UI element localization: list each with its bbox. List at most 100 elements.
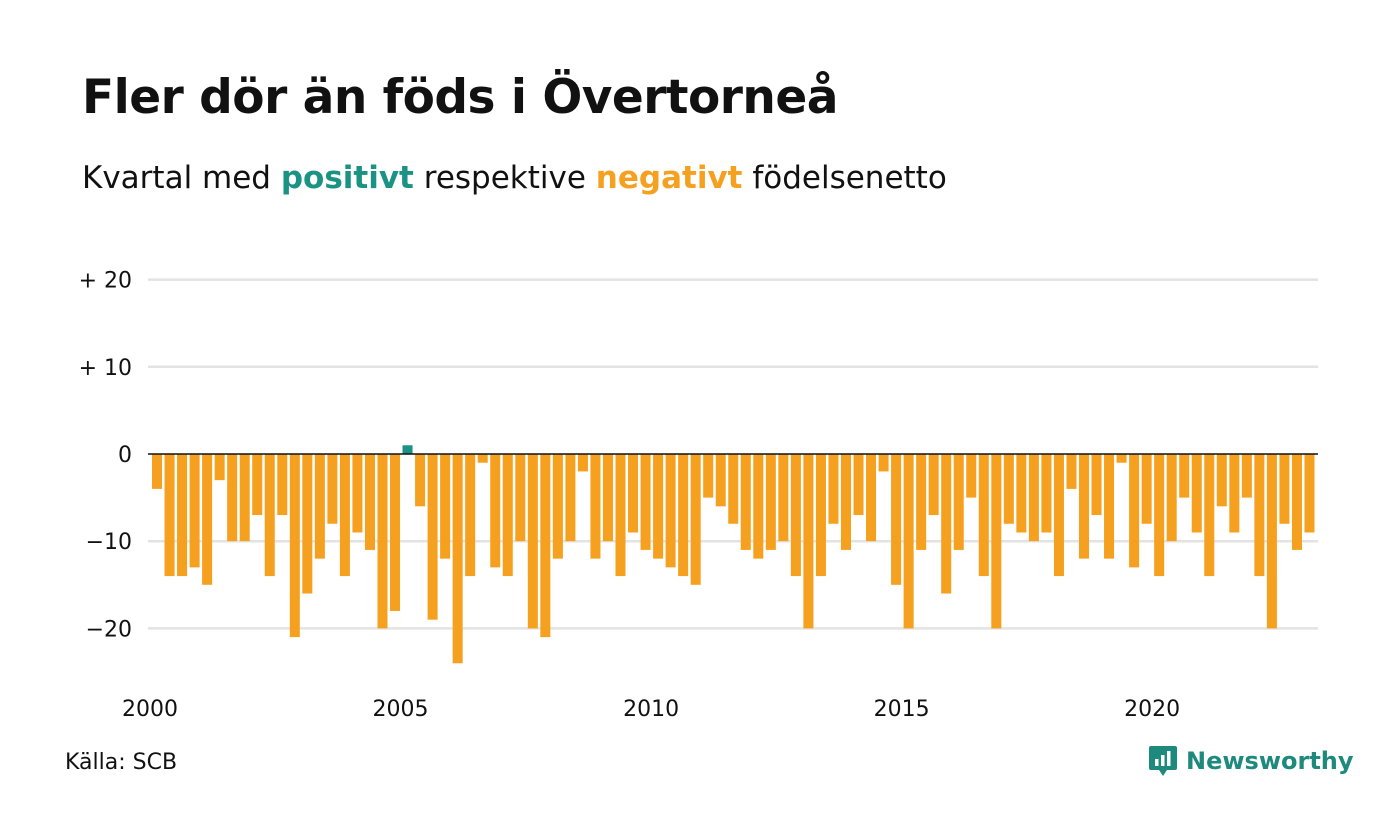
- bar: [715, 454, 726, 507]
- bar: [941, 454, 952, 594]
- bar: [364, 454, 375, 550]
- bar: [402, 445, 413, 454]
- bar: [653, 454, 664, 559]
- bar: [590, 454, 601, 559]
- bar: [1078, 454, 1090, 559]
- bar: [803, 454, 814, 629]
- bar: [991, 454, 1002, 629]
- bar: [778, 454, 789, 542]
- bar: [665, 454, 676, 568]
- bar: [1003, 454, 1014, 524]
- bar: [1116, 454, 1127, 463]
- bar: [452, 454, 463, 664]
- bar: [1191, 454, 1202, 533]
- bar: [527, 454, 538, 629]
- bar: [227, 454, 238, 542]
- y-tick-label: −20: [86, 617, 132, 642]
- chart-subtitle: Kvartal med positivt respektive negativt…: [82, 160, 947, 196]
- bar: [415, 454, 426, 507]
- chart-title: Fler dör än föds i Övertorneå: [82, 70, 838, 125]
- bar: [1254, 454, 1265, 577]
- bar: [828, 454, 839, 524]
- bar: [753, 454, 764, 559]
- bar: [1216, 454, 1227, 507]
- bar: [1041, 454, 1052, 533]
- x-tick-label: 2005: [373, 697, 429, 722]
- bar: [390, 454, 401, 611]
- bar: [1091, 454, 1102, 516]
- bar: [1279, 454, 1290, 524]
- subtitle-suffix: födelsenetto: [752, 160, 947, 196]
- bar: [978, 454, 989, 577]
- bar: [239, 454, 250, 542]
- bar: [602, 454, 613, 542]
- bar: [277, 454, 288, 516]
- bar: [152, 454, 163, 489]
- bar: [490, 454, 501, 568]
- bar: [615, 454, 626, 577]
- bar: [515, 454, 526, 542]
- x-tick-label: 2020: [1124, 697, 1180, 722]
- bar: [552, 454, 563, 559]
- bar: [540, 454, 551, 638]
- bar: [1241, 454, 1252, 498]
- bar: [1266, 454, 1277, 629]
- bar: [1179, 454, 1190, 498]
- bar: [502, 454, 513, 577]
- subtitle-prefix: Kvartal med: [82, 160, 271, 196]
- subtitle-middle: respektive: [423, 160, 586, 196]
- bar: [565, 454, 576, 542]
- bar: [853, 454, 864, 516]
- bar: [339, 454, 350, 577]
- bar: [1104, 454, 1115, 559]
- bar: [891, 454, 902, 585]
- bar: [164, 454, 175, 577]
- bar: [327, 454, 338, 524]
- bar: [1229, 454, 1240, 533]
- bar: [628, 454, 639, 533]
- bar: [678, 454, 689, 577]
- bar: [1166, 454, 1177, 542]
- bar: [966, 454, 977, 498]
- bar: [427, 454, 438, 620]
- bar: [202, 454, 213, 585]
- bar: [690, 454, 701, 585]
- brand-logo: Newsworthy: [1148, 744, 1354, 778]
- bar: [903, 454, 914, 629]
- bar: [840, 454, 851, 550]
- bar: [1304, 454, 1315, 533]
- bar: [465, 454, 476, 577]
- bar: [1141, 454, 1152, 524]
- bar: [314, 454, 325, 559]
- bar: [289, 454, 300, 638]
- bar: [928, 454, 939, 516]
- bar: [377, 454, 388, 629]
- y-tick-label: 0: [118, 443, 132, 468]
- bar: [1154, 454, 1165, 577]
- y-tick-label: + 10: [79, 356, 132, 381]
- bar: [264, 454, 275, 577]
- bar: [1204, 454, 1215, 577]
- bar: [302, 454, 313, 594]
- bar: [740, 454, 751, 550]
- bar: [640, 454, 651, 550]
- bar: [1028, 454, 1039, 542]
- bar: [1053, 454, 1064, 577]
- x-tick-label: 2015: [874, 697, 930, 722]
- bar: [866, 454, 877, 542]
- x-tick-label: 2000: [122, 697, 178, 722]
- bar: [815, 454, 826, 577]
- x-tick-label: 2010: [623, 697, 679, 722]
- bar: [1066, 454, 1077, 489]
- bar: [252, 454, 263, 516]
- bar: [352, 454, 363, 533]
- bar: [878, 454, 889, 472]
- y-tick-label: −10: [86, 530, 132, 555]
- bar: [953, 454, 964, 550]
- bar: [189, 454, 200, 568]
- bar: [477, 454, 488, 463]
- bar: [440, 454, 451, 559]
- brand-name: Newsworthy: [1186, 747, 1354, 775]
- bar: [1291, 454, 1302, 550]
